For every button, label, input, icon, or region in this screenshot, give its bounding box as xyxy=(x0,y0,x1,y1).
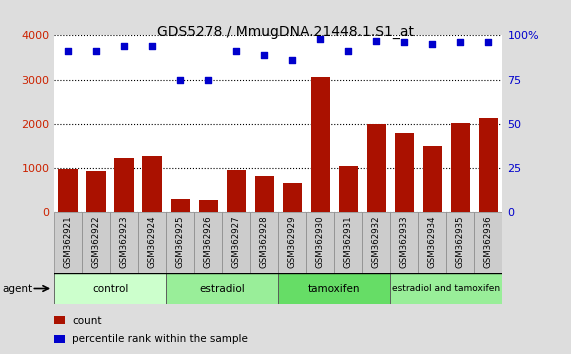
Text: count: count xyxy=(72,316,102,326)
Text: GSM362933: GSM362933 xyxy=(400,215,409,268)
Bar xyxy=(54,316,66,324)
Point xyxy=(400,40,409,45)
Text: percentile rank within the sample: percentile rank within the sample xyxy=(72,334,248,344)
Text: GSM362928: GSM362928 xyxy=(260,215,269,268)
Bar xyxy=(250,212,279,273)
Bar xyxy=(54,273,166,304)
Bar xyxy=(307,212,335,273)
Bar xyxy=(335,212,363,273)
Bar xyxy=(255,176,274,212)
Bar xyxy=(138,212,166,273)
Point xyxy=(372,38,381,44)
Bar xyxy=(339,166,358,212)
Bar xyxy=(478,118,498,212)
Bar xyxy=(54,335,66,343)
Bar xyxy=(279,212,307,273)
Text: GSM362924: GSM362924 xyxy=(148,215,157,268)
Point xyxy=(64,48,73,54)
Point xyxy=(456,40,465,45)
Bar xyxy=(86,171,106,212)
Bar xyxy=(227,170,246,212)
Bar xyxy=(166,212,194,273)
Bar xyxy=(391,273,502,304)
Text: GSM362932: GSM362932 xyxy=(372,215,381,268)
Text: GSM362929: GSM362929 xyxy=(288,215,297,268)
Text: GSM362930: GSM362930 xyxy=(316,215,325,268)
Text: GSM362927: GSM362927 xyxy=(232,215,241,268)
Text: estradiol: estradiol xyxy=(199,284,245,293)
Bar xyxy=(222,212,250,273)
Point xyxy=(92,48,101,54)
Point xyxy=(484,40,493,45)
Bar xyxy=(475,212,502,273)
Bar xyxy=(143,156,162,212)
Text: tamoxifen: tamoxifen xyxy=(308,284,361,293)
Point xyxy=(428,41,437,47)
Bar xyxy=(199,200,218,212)
Bar xyxy=(171,199,190,212)
Point xyxy=(120,43,129,49)
Bar xyxy=(311,77,330,212)
Text: GSM362934: GSM362934 xyxy=(428,215,437,268)
Point xyxy=(176,77,185,82)
Point xyxy=(288,57,297,63)
Text: GSM362926: GSM362926 xyxy=(204,215,213,268)
Point xyxy=(260,52,269,58)
Bar xyxy=(447,212,475,273)
Point xyxy=(148,43,157,49)
Bar xyxy=(194,212,222,273)
Text: GSM362921: GSM362921 xyxy=(64,215,73,268)
Bar xyxy=(283,183,302,212)
Bar xyxy=(166,273,278,304)
Text: GSM362935: GSM362935 xyxy=(456,215,465,268)
Bar xyxy=(58,169,78,212)
Bar xyxy=(110,212,138,273)
Bar xyxy=(54,212,82,273)
Bar xyxy=(367,124,386,212)
Text: GSM362923: GSM362923 xyxy=(120,215,129,268)
Text: GSM362936: GSM362936 xyxy=(484,215,493,268)
Bar xyxy=(82,212,110,273)
Point xyxy=(232,48,241,54)
Bar xyxy=(279,273,391,304)
Text: estradiol and tamoxifen: estradiol and tamoxifen xyxy=(392,284,501,293)
Bar xyxy=(395,133,414,212)
Bar xyxy=(451,124,471,212)
Bar xyxy=(391,212,419,273)
Point xyxy=(316,36,325,42)
Point xyxy=(344,48,353,54)
Bar xyxy=(423,147,443,212)
Point xyxy=(204,77,213,82)
Text: GSM362925: GSM362925 xyxy=(176,215,185,268)
Bar xyxy=(114,159,134,212)
Text: GDS5278 / MmugDNA.21448.1.S1_at: GDS5278 / MmugDNA.21448.1.S1_at xyxy=(157,25,414,39)
Text: agent: agent xyxy=(3,284,33,293)
Text: GSM362931: GSM362931 xyxy=(344,215,353,268)
Text: GSM362922: GSM362922 xyxy=(92,215,100,268)
Text: control: control xyxy=(92,284,128,293)
Bar xyxy=(363,212,391,273)
Bar xyxy=(419,212,447,273)
